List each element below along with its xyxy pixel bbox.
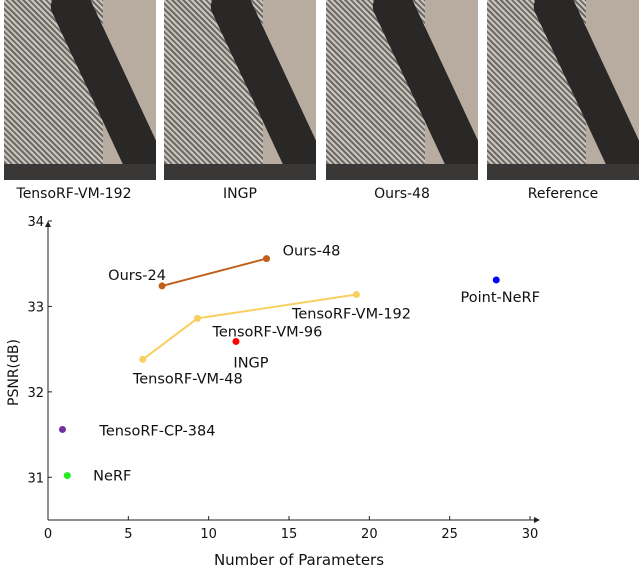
x-tick-label: 5	[124, 527, 132, 542]
data-label: TensoRF-VM-96	[211, 324, 322, 340]
x-tick-label: 10	[200, 527, 217, 542]
photo-reference	[487, 0, 639, 180]
data-label: Point-NeRF	[461, 290, 540, 306]
y-tick-label: 32	[27, 386, 44, 401]
photo-tensorf-vm-192	[4, 0, 156, 180]
data-point	[58, 425, 66, 433]
x-axis-arrow	[534, 517, 540, 523]
x-tick-label: 20	[361, 527, 378, 542]
data-label: Ours-24	[108, 268, 166, 284]
data-point	[263, 255, 271, 263]
data-point	[232, 337, 240, 345]
data-label: INGP	[233, 355, 268, 371]
data-label: TensoRF-CP-384	[98, 423, 215, 439]
data-point	[139, 355, 147, 363]
x-tick-label: 0	[44, 527, 52, 542]
data-point	[193, 314, 201, 322]
caption-ours: Ours-48	[374, 186, 430, 202]
x-tick-label: 15	[281, 527, 298, 542]
data-point	[158, 282, 166, 290]
x-tick-label: 25	[441, 527, 458, 542]
data-label: TensoRF-VM-48	[132, 371, 243, 387]
data-label: NeRF	[93, 469, 131, 485]
caption-tensorf: TensoRF-VM-192	[16, 186, 132, 202]
caption-ingp: INGP	[223, 186, 257, 202]
data-label: Ours-48	[283, 244, 341, 260]
y-axis-arrow	[45, 221, 51, 227]
caption-reference: Reference	[527, 186, 599, 202]
data-point	[63, 472, 71, 480]
y-tick-label: 31	[27, 471, 44, 486]
photo-ours-48	[326, 0, 478, 180]
y-tick-label: 33	[27, 300, 44, 315]
y-axis-label: PSNR(dB)	[6, 339, 22, 406]
data-point	[352, 290, 360, 298]
series-line-ours	[161, 257, 267, 287]
photo-ingp	[164, 0, 316, 180]
data-point	[492, 276, 500, 284]
data-label: TensoRF-VM-192	[291, 306, 411, 322]
x-axis-label: Number of Parameters	[214, 551, 384, 566]
y-tick-label: 34	[27, 215, 44, 230]
x-tick-label: 30	[522, 527, 539, 542]
